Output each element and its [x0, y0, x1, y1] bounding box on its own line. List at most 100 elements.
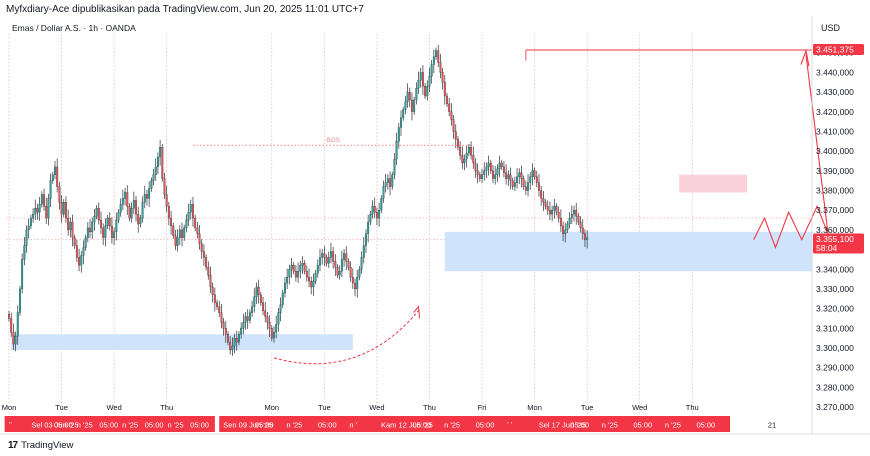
- candle-body: [126, 192, 129, 207]
- candle-body: [233, 338, 236, 347]
- candle-body: [562, 225, 565, 234]
- candle-body: [334, 261, 337, 268]
- candle-body: [343, 253, 346, 260]
- candle-body: [428, 76, 431, 87]
- candle-body: [281, 292, 284, 305]
- candle-body: [386, 178, 389, 183]
- candle-body: [314, 273, 317, 282]
- day-tick-label: Wed: [632, 403, 647, 412]
- day-tick-label: Mon: [265, 403, 280, 412]
- candle-body: [163, 178, 166, 195]
- symbol-legend: Emas / Dollar A.S. · 1h · OANDA: [12, 23, 136, 33]
- candle-body: [95, 208, 98, 217]
- candle-body: [577, 215, 580, 223]
- price-tick-label: 3.380,000: [816, 186, 854, 196]
- candle-body: [181, 229, 183, 238]
- candle-body: [8, 313, 10, 319]
- candle-body: [253, 296, 256, 307]
- time-overlay-label: n '25: [167, 421, 183, 430]
- candle-body: [496, 168, 499, 175]
- candle-body: [67, 217, 70, 231]
- candle-body: [266, 316, 269, 323]
- candle-body: [56, 166, 59, 187]
- candle-body: [325, 257, 328, 264]
- day-tick-label: Wed: [369, 403, 384, 412]
- candle-body: [529, 176, 532, 183]
- price-chart[interactable]: BOS 3.450,0003.440,0003.430,0003.420,000…: [0, 0, 870, 436]
- price-tick-label: 3.430,000: [816, 87, 854, 97]
- candle-body: [283, 282, 286, 294]
- candle-body: [18, 288, 21, 313]
- day-tick-label: Mon: [2, 403, 17, 412]
- day-tick-label: Fri: [478, 403, 487, 412]
- candle-body: [518, 172, 521, 177]
- candle-body: [38, 204, 41, 213]
- candle-body: [542, 198, 545, 203]
- candle-body: [527, 182, 529, 191]
- candle-body: [413, 99, 416, 112]
- candle-body: [172, 225, 175, 236]
- candle-body: [432, 56, 435, 65]
- candle-body: [393, 158, 396, 175]
- candle-body: [474, 162, 477, 171]
- candle-body: [524, 186, 527, 191]
- candle-body: [273, 332, 275, 339]
- candle-body: [222, 322, 225, 329]
- candle-body: [356, 276, 359, 290]
- candle-body: [176, 237, 179, 246]
- candle-body: [581, 227, 584, 234]
- candle-body: [73, 237, 76, 246]
- candle-body: [382, 186, 385, 199]
- price-axis[interactable]: 3.450,0003.440,0003.430,0003.420,0003.41…: [811, 16, 864, 434]
- time-overlay-label: Sel 03 Jun '25: [31, 421, 78, 430]
- candle-body: [553, 206, 556, 211]
- candle-body: [248, 312, 251, 321]
- candle-body: [448, 103, 451, 112]
- candle-body: [511, 180, 514, 187]
- candle-body: [329, 251, 332, 258]
- candle-body: [351, 276, 354, 284]
- candle-body: [189, 204, 192, 213]
- candle-body: [467, 147, 470, 154]
- candle-body: [202, 251, 205, 258]
- candle-body: [483, 170, 486, 175]
- candle-body: [463, 158, 466, 164]
- zones: [11, 174, 812, 350]
- candle-body: [32, 213, 35, 219]
- time-overlay-label: n ': [349, 421, 357, 430]
- candle-body: [255, 286, 258, 297]
- candle-body: [104, 225, 107, 238]
- time-overlay-label: 05:00: [255, 421, 274, 430]
- candle-body: [336, 267, 339, 276]
- candle-body: [246, 316, 249, 321]
- candle-body: [165, 194, 168, 207]
- candle-body: [551, 210, 554, 215]
- candle-body: [128, 206, 131, 219]
- demand-zone-right: [444, 231, 812, 272]
- time-axis[interactable]: Mon Tue Wed Thu Mon Tue Wed Thu Fri Mon Tue Wed Thu ʼ…: [0, 403, 870, 435]
- time-overlay-label: 05:00: [413, 421, 432, 430]
- candle-body: [185, 219, 188, 229]
- candle-body: [178, 229, 181, 238]
- candle-body: [439, 62, 442, 73]
- candle-body: [323, 253, 326, 258]
- candle-body: [14, 336, 17, 345]
- candle-body: [152, 174, 155, 181]
- candle-body: [454, 131, 457, 140]
- candle-body: [227, 334, 229, 343]
- candle-body: [316, 265, 319, 274]
- candle-body: [137, 213, 140, 225]
- candle-body: [119, 204, 122, 213]
- candle-body: [340, 259, 343, 272]
- candle-body: [64, 202, 67, 219]
- price-tick-label: 3.360,000: [816, 225, 854, 235]
- candle-body: [297, 271, 300, 278]
- candle-body: [347, 261, 350, 268]
- candle-body: [461, 154, 464, 164]
- candle-body: [332, 251, 335, 262]
- candle-body: [472, 154, 475, 164]
- candle-body: [441, 72, 444, 83]
- candle-body: [555, 206, 558, 213]
- candle-body: [237, 334, 240, 343]
- price-badge: [813, 44, 864, 55]
